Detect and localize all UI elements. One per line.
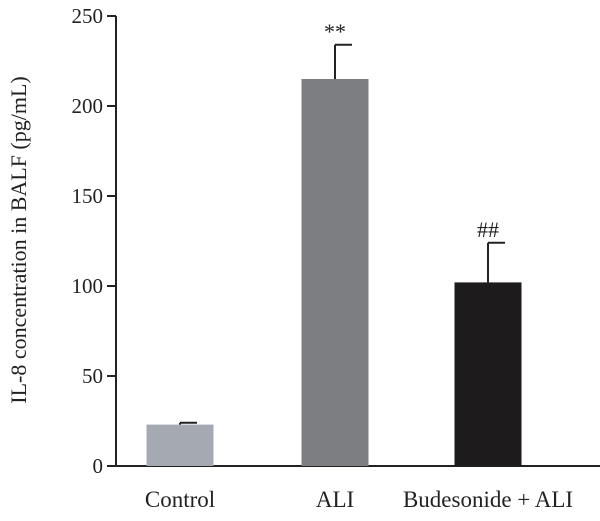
- bars: ** ##: [146, 19, 522, 466]
- y-tick-label-4: 200: [72, 94, 104, 118]
- y-axis-label: IL-8 concentration in BALF (pg/mL): [6, 76, 31, 403]
- x-category-label-1: ALI: [316, 487, 354, 512]
- x-axis-categories: Control ALI Budesonide + ALI: [145, 487, 573, 512]
- significance-mark-2: ##: [477, 217, 499, 242]
- y-tick-label-5: 250: [72, 4, 104, 28]
- y-tick-label-3: 150: [72, 184, 104, 208]
- y-tick-label-0: 0: [93, 454, 104, 478]
- x-category-label-2: Budesonide + ALI: [403, 487, 573, 512]
- y-tick-label-1: 50: [82, 364, 103, 388]
- y-axis-ticks: 0 50 100 150 200 250: [72, 4, 116, 478]
- bar-1: [301, 79, 369, 466]
- x-category-label-0: Control: [145, 487, 215, 512]
- y-tick-label-2: 100: [72, 274, 104, 298]
- bar-2: [454, 282, 522, 466]
- bar-0: [146, 424, 214, 466]
- significance-mark-1: **: [324, 19, 346, 44]
